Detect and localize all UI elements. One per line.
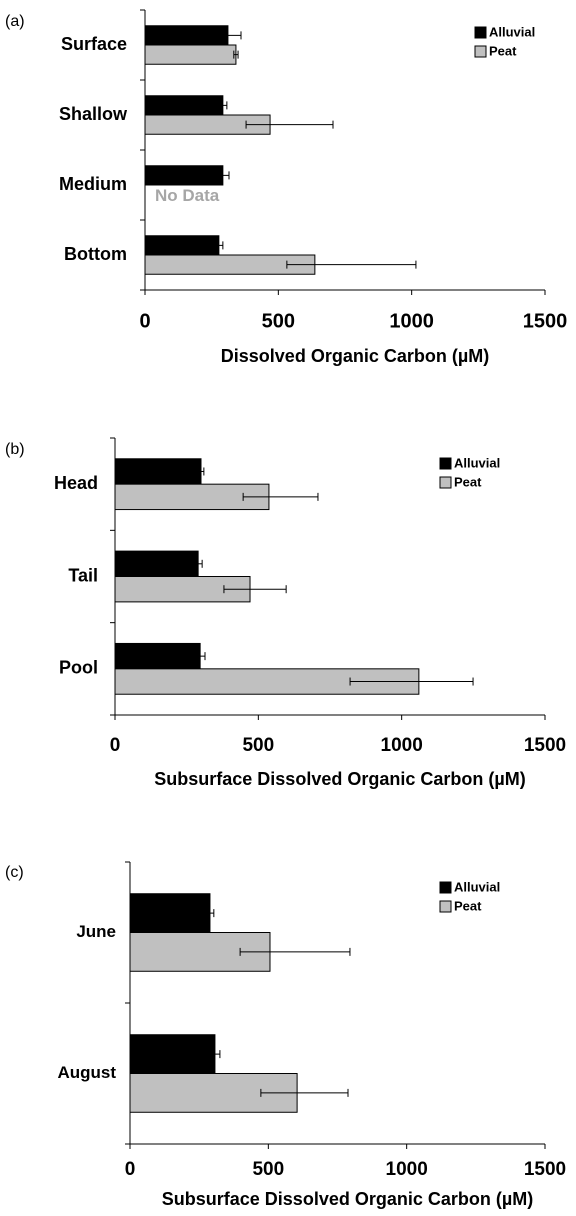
- bar: [144, 165, 224, 186]
- legend-swatch: [439, 881, 452, 894]
- bar: [114, 458, 202, 485]
- x-tick-label: 500: [262, 310, 295, 332]
- x-tick-label: 0: [139, 310, 150, 332]
- legend-label: Alluvial: [454, 879, 500, 894]
- category-label: Pool: [59, 658, 98, 678]
- x-axis-label: Subsurface Dissolved Organic Carbon (µM): [162, 1189, 533, 1209]
- x-tick-label: 1500: [524, 735, 566, 756]
- legend-swatch: [474, 45, 487, 58]
- panel-label: (c): [5, 864, 24, 881]
- bar: [114, 550, 199, 578]
- category-label: June: [76, 922, 116, 941]
- category-label: August: [57, 1063, 116, 1082]
- x-tick-label: 1500: [523, 310, 568, 332]
- x-tick-label: 500: [242, 735, 274, 756]
- bar: [144, 235, 220, 256]
- category-label: Shallow: [59, 104, 128, 124]
- legend-swatch: [439, 900, 452, 913]
- category-label: Bottom: [64, 244, 127, 264]
- legend-label: Alluvial: [454, 455, 500, 470]
- category-label: Medium: [59, 174, 127, 194]
- legend-label: Peat: [454, 898, 482, 913]
- category-label: Head: [54, 473, 98, 493]
- category-label: Surface: [61, 34, 127, 54]
- x-axis-label: Subsurface Dissolved Organic Carbon (µM): [154, 769, 525, 789]
- legend-swatch: [474, 26, 487, 39]
- bar: [114, 642, 201, 670]
- legend-label: Peat: [489, 43, 517, 58]
- bar: [129, 893, 211, 933]
- legend-swatch: [439, 457, 452, 470]
- bar: [129, 1034, 216, 1074]
- annotation: No Data: [155, 186, 220, 205]
- panel-label: (a): [5, 13, 25, 30]
- legend-label: Alluvial: [489, 24, 535, 39]
- x-tick-label: 0: [110, 735, 121, 756]
- x-tick-label: 1500: [524, 1159, 566, 1180]
- x-tick-label: 1000: [389, 310, 434, 332]
- bar: [144, 95, 224, 116]
- panel-label: (b): [5, 441, 25, 458]
- category-label: Tail: [68, 565, 98, 585]
- x-tick-label: 1000: [386, 1159, 428, 1180]
- x-tick-label: 500: [252, 1159, 284, 1180]
- legend-swatch: [439, 476, 452, 489]
- legend-label: Peat: [454, 474, 482, 489]
- x-tick-label: 0: [125, 1159, 136, 1180]
- x-axis-label: Dissolved Organic Carbon (µM): [221, 346, 489, 366]
- bar: [144, 44, 237, 65]
- x-tick-label: 1000: [381, 735, 423, 756]
